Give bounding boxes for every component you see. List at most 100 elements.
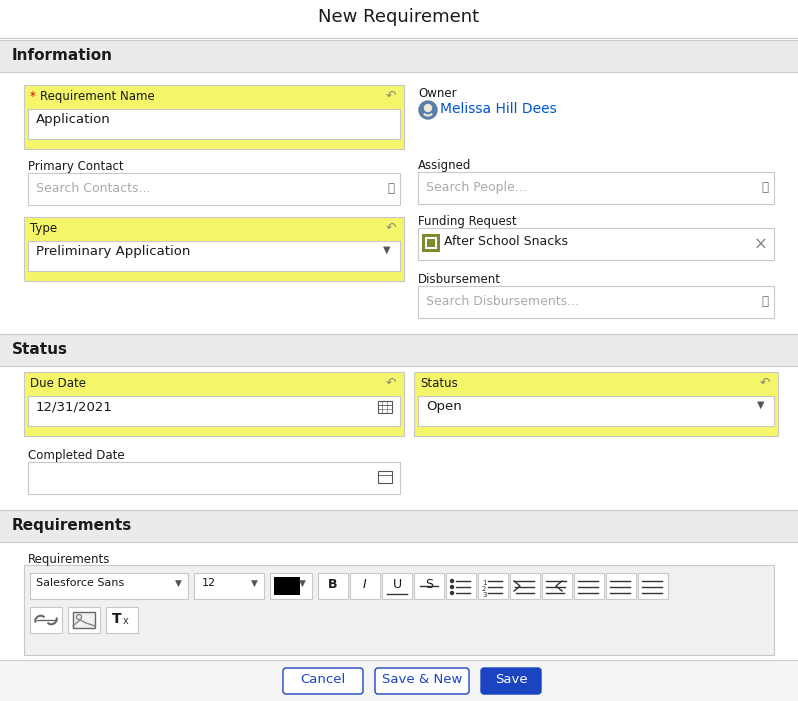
Text: Primary Contact: Primary Contact — [28, 160, 124, 173]
FancyBboxPatch shape — [481, 668, 541, 694]
Text: Preliminary Application: Preliminary Application — [36, 245, 191, 258]
Text: After School Snacks: After School Snacks — [444, 235, 568, 248]
Text: I: I — [363, 578, 367, 591]
Bar — [350, 573, 380, 599]
Text: Due Date: Due Date — [30, 377, 86, 390]
Text: Search Disbursements...: Search Disbursements... — [426, 295, 579, 308]
Text: 🔍: 🔍 — [387, 182, 394, 195]
Text: Type: Type — [30, 222, 57, 235]
Text: Information: Information — [12, 48, 113, 63]
Text: Funding Request: Funding Request — [418, 215, 516, 228]
Text: ▼: ▼ — [299, 579, 306, 588]
Bar — [24, 372, 404, 436]
Bar — [0, 334, 798, 366]
Bar — [0, 510, 798, 542]
Bar — [378, 471, 392, 483]
Bar — [0, 660, 798, 701]
Text: Salesforce Sans: Salesforce Sans — [36, 578, 124, 588]
Text: ↶: ↶ — [385, 222, 396, 235]
Bar — [427, 239, 435, 247]
Text: Save: Save — [495, 673, 527, 686]
Text: Assigned: Assigned — [418, 159, 472, 172]
Circle shape — [451, 592, 453, 594]
Bar — [24, 565, 774, 655]
Text: ↶: ↶ — [385, 377, 396, 390]
Bar — [418, 172, 774, 204]
Text: Application: Application — [36, 113, 111, 126]
Text: Owner: Owner — [418, 87, 456, 100]
Bar — [24, 85, 404, 149]
Text: ▼: ▼ — [382, 245, 390, 255]
Bar — [30, 607, 62, 633]
Circle shape — [419, 101, 437, 119]
Bar — [274, 577, 300, 595]
Text: 3: 3 — [482, 592, 487, 598]
Text: ▼: ▼ — [757, 400, 764, 410]
Bar — [606, 573, 636, 599]
Bar — [510, 573, 540, 599]
Bar — [414, 573, 444, 599]
Text: Melissa Hill Dees: Melissa Hill Dees — [440, 102, 557, 116]
Bar — [414, 372, 778, 436]
Text: Requirements: Requirements — [12, 518, 132, 533]
Bar — [422, 234, 440, 252]
Bar — [30, 573, 188, 599]
FancyBboxPatch shape — [283, 668, 363, 694]
Text: B: B — [328, 578, 338, 591]
Text: Search People...: Search People... — [426, 181, 527, 194]
Bar — [418, 396, 774, 426]
Bar — [638, 573, 668, 599]
Bar — [24, 217, 404, 281]
Bar — [382, 573, 412, 599]
Bar — [68, 607, 100, 633]
Bar — [0, 40, 798, 72]
Bar — [378, 401, 392, 413]
Circle shape — [425, 104, 432, 111]
Bar — [0, 0, 798, 38]
Bar — [542, 573, 572, 599]
Text: 1: 1 — [482, 580, 487, 586]
Text: U: U — [393, 578, 401, 591]
Text: Status: Status — [12, 342, 68, 357]
Text: Cancel: Cancel — [300, 673, 346, 686]
Text: Save & New: Save & New — [381, 673, 462, 686]
Text: T: T — [112, 612, 121, 626]
Bar — [574, 573, 604, 599]
Text: 12/31/2021: 12/31/2021 — [36, 400, 113, 413]
Text: ×: × — [754, 236, 768, 254]
Text: Status: Status — [420, 377, 458, 390]
Bar — [270, 573, 312, 599]
Bar — [318, 573, 348, 599]
Text: *: * — [30, 90, 40, 103]
Text: Requirement Name: Requirement Name — [40, 90, 155, 103]
Text: ▼: ▼ — [175, 579, 182, 588]
Text: ▼: ▼ — [251, 579, 258, 588]
Text: Completed Date: Completed Date — [28, 449, 124, 462]
Text: Requirements: Requirements — [28, 553, 110, 566]
Text: x: x — [123, 616, 128, 626]
Bar — [28, 462, 400, 494]
Bar — [28, 241, 400, 271]
Text: 2: 2 — [482, 586, 486, 592]
Bar — [446, 573, 476, 599]
Text: ↶: ↶ — [760, 377, 770, 390]
FancyBboxPatch shape — [375, 668, 469, 694]
Text: Search Contacts...: Search Contacts... — [36, 182, 151, 195]
Text: New Requirement: New Requirement — [318, 8, 480, 26]
Text: Open: Open — [426, 400, 462, 413]
Circle shape — [451, 585, 453, 589]
Bar — [28, 173, 400, 205]
Bar — [28, 396, 400, 426]
Bar — [425, 237, 437, 249]
Text: 🔍: 🔍 — [761, 295, 768, 308]
Bar — [73, 612, 95, 628]
Bar — [478, 573, 508, 599]
Text: S: S — [425, 578, 433, 591]
Bar — [28, 109, 400, 139]
Circle shape — [451, 580, 453, 583]
Text: 12: 12 — [202, 578, 216, 588]
Text: 🔍: 🔍 — [761, 181, 768, 194]
Bar — [418, 286, 774, 318]
Bar — [194, 573, 264, 599]
Bar — [106, 607, 138, 633]
